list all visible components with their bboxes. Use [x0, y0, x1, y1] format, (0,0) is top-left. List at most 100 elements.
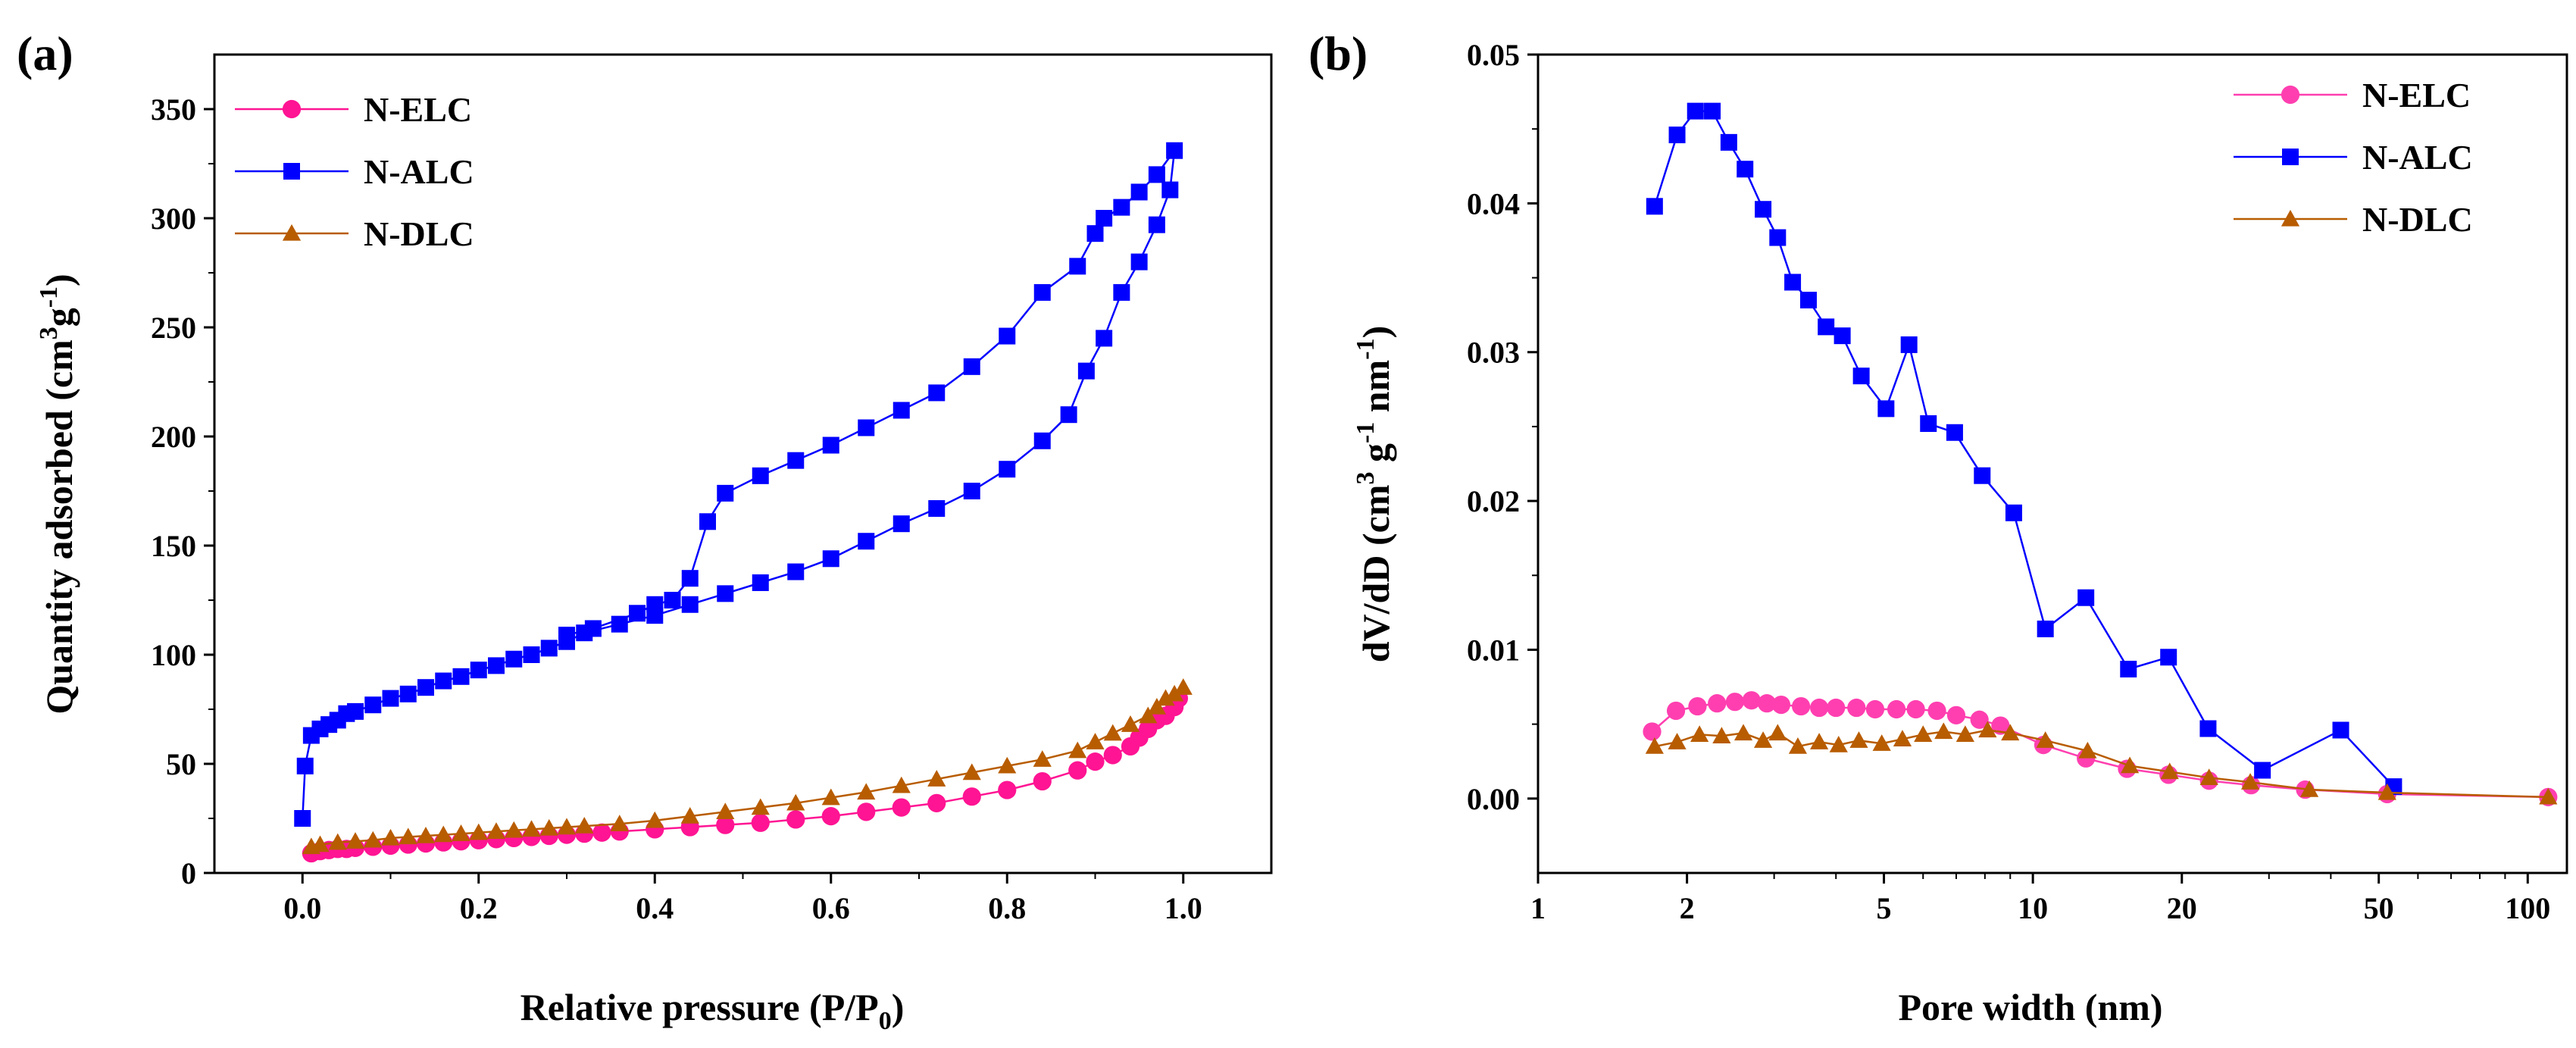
a-n-elc-point: [716, 815, 735, 834]
a-n-dlc-point: [1156, 689, 1175, 706]
a-n-dlc-point: [345, 832, 365, 849]
b-n-elc-point: [1666, 701, 1686, 721]
a-n-dlc-point: [452, 824, 470, 841]
a-n-alc-point: [417, 679, 434, 696]
a-n-dlc-point: [1174, 678, 1193, 695]
a-n-elc-point: [786, 810, 805, 829]
panel-b: (b) 1 2 5 10 20 50 100 0.000.010.020.030.040.0…: [1308, 27, 2568, 1028]
b-n-alc-point: [2120, 660, 2137, 677]
b-n-alc-point: [2037, 620, 2054, 637]
a-n-alc-point: [540, 640, 558, 657]
b-n-alc-point: [1900, 336, 1918, 353]
a-n-alc-point: [558, 627, 575, 644]
b-n-alc-point: [1818, 318, 1835, 336]
a-n-dlc-point: [610, 815, 629, 831]
b-n-alc-point: [1755, 201, 1772, 218]
a-n-alc-point: [505, 650, 523, 668]
b-x-tick-label: 2: [1680, 891, 1695, 925]
b-y-tick-label: 0.02: [1467, 484, 1520, 518]
b-n-dlc-point: [1733, 724, 1753, 741]
b-n-alc-point: [1852, 368, 1870, 385]
a-n-alc-point: [1113, 283, 1130, 301]
b-legend-n-dlc-marker: [2281, 209, 2300, 227]
a-n-dlc-point: [486, 822, 506, 839]
b-n-dlc-point: [1955, 725, 1974, 743]
b-n-alc-point: [2077, 589, 2095, 606]
a-legend-n-alc-marker: [283, 163, 300, 180]
b-n-elc-point: [1725, 693, 1745, 712]
a-n-dlc-point: [716, 802, 735, 820]
a-n-dlc-point: [821, 788, 840, 806]
b-n-elc-point: [1906, 699, 1925, 719]
a-n-alc-point: [752, 574, 769, 591]
a-n-alc-point: [928, 384, 946, 402]
b-n-dlc-point: [2240, 773, 2260, 790]
a-y-tick-label: 150: [151, 529, 196, 563]
a-n-dlc-point: [892, 776, 911, 793]
b-legend-n-elc-label: N-ELC: [2362, 76, 2471, 114]
panel-b-y-axis-label-mid2: nm: [1355, 360, 1397, 422]
b-n-alc-point: [1784, 274, 1802, 291]
a-n-alc-point: [1148, 166, 1165, 183]
a-n-dlc-point: [311, 835, 330, 852]
b-n-elc-line: [1651, 699, 2549, 799]
b-n-alc-point: [1920, 415, 1937, 432]
a-n-alc-point: [382, 690, 399, 707]
b-n-elc-point: [1688, 696, 1707, 716]
b-n-dlc-point: [1788, 737, 1808, 754]
a-n-alc-point: [1148, 216, 1165, 233]
b-n-elc-point: [1708, 694, 1727, 713]
a-n-dlc-point: [575, 816, 594, 834]
b-n-elc-point: [1792, 696, 1811, 716]
a-n-alc-point: [1113, 199, 1130, 216]
a-n-alc-point: [488, 657, 505, 674]
b-legend-n-elc-marker: [2281, 85, 2300, 105]
b-x-tick-label: 10: [2018, 891, 2048, 925]
b-legend-n-alc-marker: [2282, 149, 2299, 165]
a-n-alc-point: [1096, 210, 1113, 227]
a-n-alc-point: [1033, 432, 1051, 449]
b-n-dlc-point: [2377, 783, 2396, 800]
b-n-alc-point: [1646, 198, 1663, 215]
b-y-tick-label: 0.01: [1467, 633, 1520, 667]
panel-a-x-axis-label: Relative pressure (P/P0): [521, 986, 905, 1035]
panel-a: (a) 0.0 0.2 0.4 0.6 0.8 1.0 05010015020025030…: [17, 27, 1273, 1035]
b-n-alc-point: [1769, 229, 1787, 246]
a-n-alc-point: [1161, 181, 1179, 199]
a-n-dlc-point: [416, 826, 436, 843]
a-n-alc-point: [1060, 406, 1077, 424]
a-n-dlc-point: [539, 818, 558, 836]
a-x-tick-label: 0.8: [988, 891, 1026, 925]
b-n-alc-point: [1834, 327, 1851, 345]
a-n-elc-point: [892, 798, 911, 817]
b-n-elc-point: [1970, 710, 1989, 729]
panel-b-y-axis-label-mid: g: [1355, 443, 1397, 472]
a-legend-n-dlc-marker: [282, 224, 302, 241]
b-n-elc-point: [1887, 699, 1906, 719]
panel-b-x-axis-label: Pore width (nm): [1898, 986, 2162, 1028]
a-n-alc-point: [963, 483, 980, 499]
a-y-tick-label: 300: [151, 202, 196, 236]
panel-b-y-axis-label-end: ): [1355, 326, 1397, 339]
b-x-tick-label: 100: [2505, 891, 2550, 925]
a-x-tick-label: 1.0: [1165, 891, 1202, 925]
a-y-tick-label: 100: [151, 638, 196, 672]
panel-b-y-axis-label-main: dV/dD (cm: [1355, 485, 1397, 663]
b-n-dlc-point: [1872, 734, 1891, 751]
b-x-tick-label: 20: [2167, 891, 2197, 925]
panel-b-y-axis-label: dV/dD (cm3 g-1 nm-1): [1352, 326, 1397, 663]
b-legend-n-alc-label: N-ALC: [2362, 138, 2473, 177]
a-n-dlc-point: [469, 823, 488, 840]
a-n-alc-point: [1130, 183, 1148, 201]
b-n-dlc-point: [1690, 725, 1709, 743]
a-n-alc-point: [399, 685, 417, 702]
a-n-alc-point: [1166, 142, 1183, 159]
a-n-dlc-point: [364, 831, 383, 848]
a-n-alc-point: [611, 615, 628, 633]
b-n-elc-point: [1827, 698, 1846, 718]
a-x-tick-label: 0.4: [636, 891, 674, 925]
b-n-dlc-point: [2160, 762, 2179, 780]
a-n-dlc-point: [1086, 733, 1105, 749]
b-y-tick-label: 0.05: [1467, 38, 1520, 72]
panel-a-y-axis-label-sup2: -1: [35, 286, 63, 308]
